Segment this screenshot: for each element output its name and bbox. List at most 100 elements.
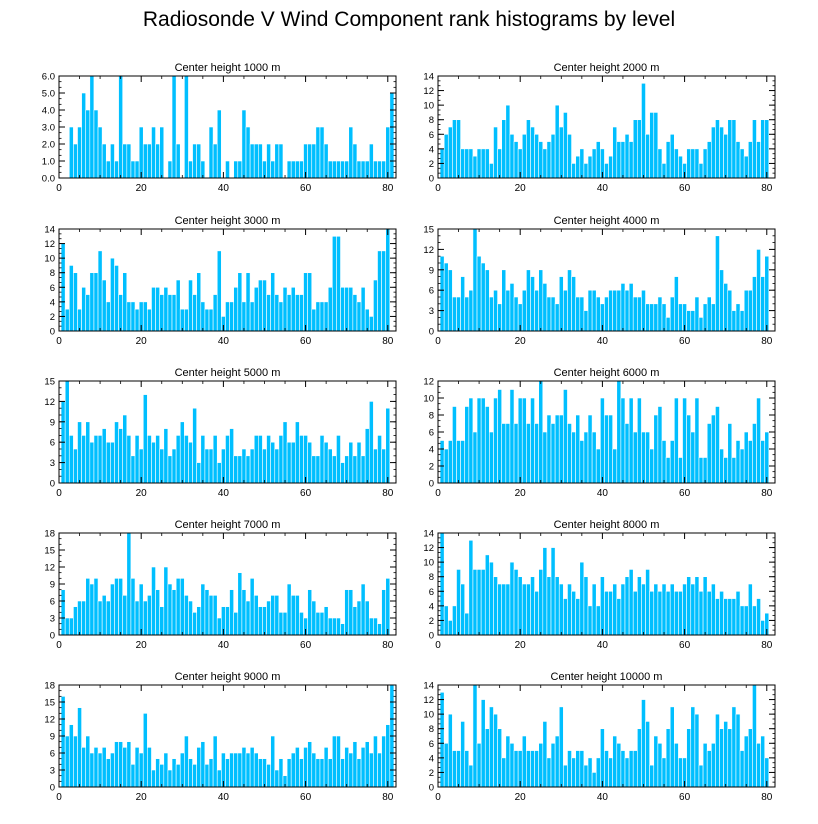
histogram-bar [368,752,374,788]
histogram-bar [447,440,453,484]
histogram-bar [89,441,95,484]
y-tick-label: 0 [50,479,55,490]
histogram-bar [290,286,296,332]
histogram-bar [480,262,486,332]
histogram-bar [661,303,667,332]
histogram-bar [595,448,601,484]
histogram-bar [575,155,581,179]
histogram-bar [192,294,197,332]
histogram-bar [534,133,539,179]
histogram-bar [73,735,78,788]
histogram-bar [476,255,482,332]
histogram-bar [669,133,675,179]
histogram-bar [505,289,511,332]
histogram-bar [628,283,634,332]
histogram-bar [340,462,345,484]
histogram-bar [196,143,202,179]
histogram-bar [356,600,362,636]
histogram-bar [130,160,136,179]
histogram-bar [678,590,683,636]
histogram-bar [731,119,737,179]
histogram-bar [542,148,548,179]
y-tick-label: 8 [429,411,434,422]
histogram-bar [377,623,382,636]
histogram-bar [233,752,239,788]
histogram-bar [225,758,230,788]
histogram-bar [752,684,757,788]
y-tick-label: 12 [423,543,434,554]
y-tick-label: 6 [429,428,434,439]
histogram-bar [735,590,741,636]
histogram-bar [702,742,708,788]
histogram-bar [534,289,539,332]
histogram-bar [653,583,659,636]
histogram-bar [571,276,576,332]
histogram-bar [739,605,745,636]
histogram-bar [665,317,671,332]
x-tick-label: 20 [136,640,148,651]
histogram-bar [538,742,544,788]
plot-frame [437,532,776,636]
histogram-bar [608,757,613,788]
histogram-bar [299,435,304,484]
histogram-bar [110,143,115,179]
y-tick-label: 9 [50,417,55,428]
histogram-bar [184,595,189,636]
histogram-bar [385,228,391,332]
histogram-bar [175,435,181,484]
histogram-bar [747,583,753,636]
y-tick-label: 3 [50,766,55,777]
histogram-bar [175,578,181,636]
histogram-bar [315,126,321,179]
histogram-bar [311,308,317,332]
histogram-bar [319,126,325,179]
x-tick-label: 60 [679,336,691,347]
histogram-bar [657,296,663,332]
histogram-bar [204,308,210,332]
histogram-bar [167,769,173,788]
histogram-bar [81,286,87,332]
histogram-bar [68,265,74,332]
x-tick-label: 80 [761,792,773,803]
histogram-bar [715,235,720,332]
histogram-bar [212,735,218,788]
y-tick-label: 10 [423,558,434,569]
histogram-bar [558,126,564,179]
y-tick-label: 12 [423,695,434,706]
x-tick-label: 60 [300,792,312,803]
histogram-bar [698,317,704,332]
y-tick-label: 0.0 [42,174,55,185]
histogram-bar [637,728,642,788]
histogram-bar [278,758,284,788]
histogram-bar [151,286,156,332]
histogram-bar [188,441,193,484]
histogram-bar [196,462,202,484]
x-tick-label: 0 [435,792,441,803]
histogram-bar [678,457,683,484]
histogram-bar [674,397,679,484]
histogram-bar [739,448,745,484]
histogram-bar [262,279,267,332]
y-tick-label: 2.0 [42,140,55,151]
histogram-bar [641,289,646,332]
histogram-bar [460,583,466,636]
histogram-bar [77,707,82,788]
histogram-bar [377,752,382,788]
histogram-bar [360,747,366,788]
histogram-bar [373,735,378,788]
histogram-bar [278,612,284,636]
panel-title: Center height 7000 m [175,519,281,531]
histogram-bar [122,595,128,636]
histogram-bar [493,126,498,179]
histogram-bar [456,119,461,179]
histogram-bar [702,576,708,636]
plot-frame [437,684,776,788]
histogram-bar [484,728,490,788]
histogram-bar [192,143,197,179]
histogram-bar [505,583,511,636]
histogram-bar [632,590,638,636]
histogram-bar [208,595,214,636]
histogram-bar [554,303,560,332]
histogram-bar [237,455,243,484]
histogram-bar [649,590,655,636]
